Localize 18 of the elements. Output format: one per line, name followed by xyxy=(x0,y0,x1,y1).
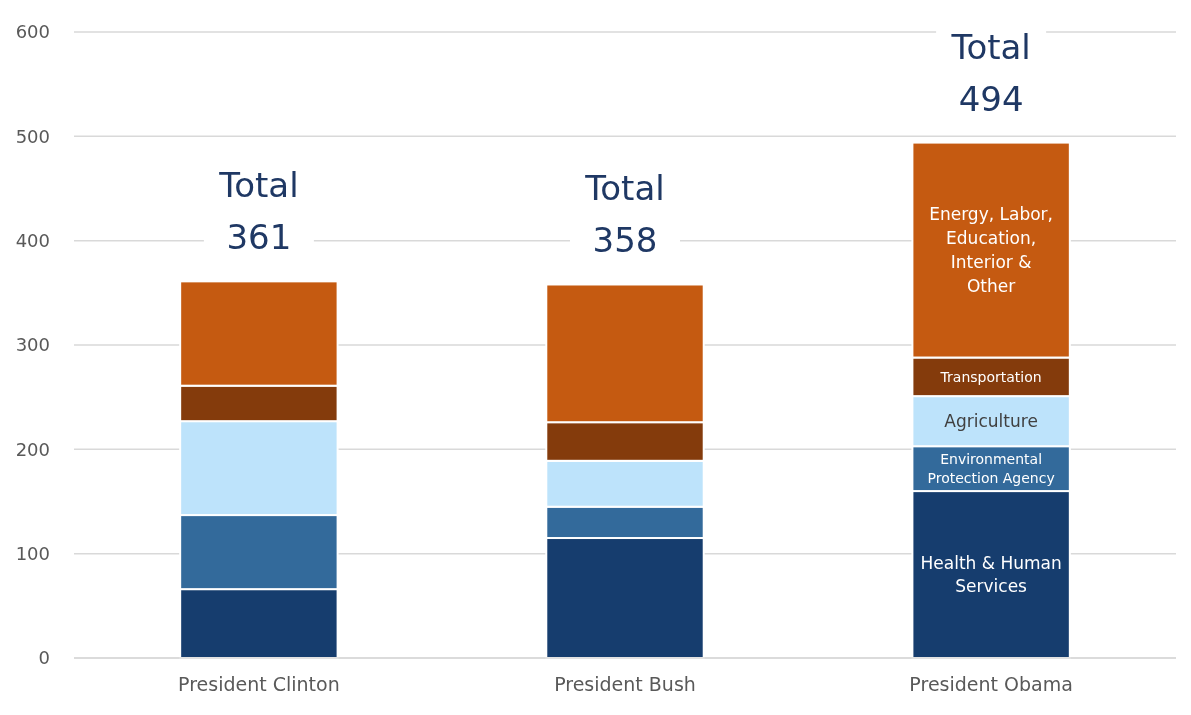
series-label: Agriculture xyxy=(944,411,1038,432)
total-label: Total 358 xyxy=(584,168,665,261)
y-tick-label: 500 xyxy=(15,125,50,147)
y-tick-label: 400 xyxy=(15,229,50,251)
total-label: Total 494 xyxy=(950,26,1031,119)
y-tick-label: 0 xyxy=(38,647,50,669)
y-tick-label: 100 xyxy=(15,542,50,564)
y-tick-label: 600 xyxy=(15,21,50,43)
x-tick-label: President Bush xyxy=(554,673,696,695)
x-tick-label: President Obama xyxy=(909,673,1073,695)
y-tick-label: 300 xyxy=(15,334,50,356)
series-label: Environmental Protection Agency xyxy=(927,450,1055,487)
series-label: Health & Human Services xyxy=(920,552,1062,597)
x-tick-label: President Clinton xyxy=(178,673,340,695)
y-tick-label: 200 xyxy=(15,438,50,460)
series-label: Energy, Labor, Education, Interior & Other xyxy=(929,204,1054,296)
series-label: Transportation xyxy=(939,368,1042,385)
total-label: Total 361 xyxy=(218,165,299,258)
